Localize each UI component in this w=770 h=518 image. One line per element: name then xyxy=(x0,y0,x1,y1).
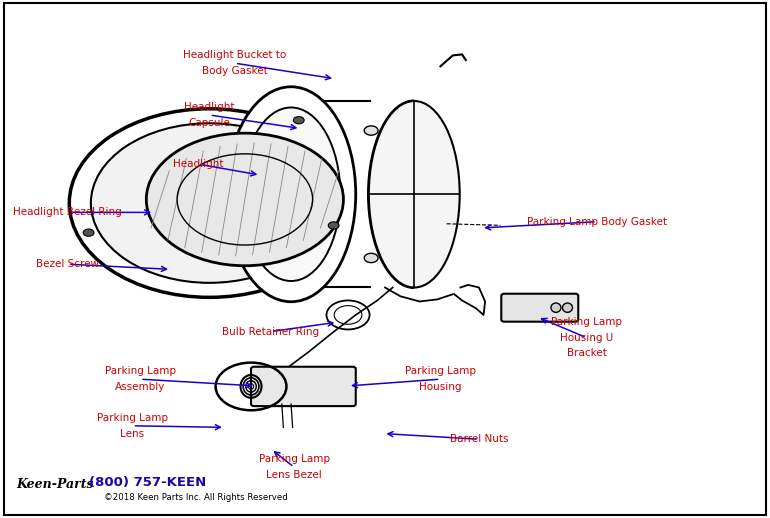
Text: Housing U: Housing U xyxy=(560,333,614,343)
Text: Headlight Bucket to: Headlight Bucket to xyxy=(183,50,286,61)
Circle shape xyxy=(69,109,350,297)
FancyBboxPatch shape xyxy=(501,294,578,322)
Text: Parking Lamp: Parking Lamp xyxy=(259,454,330,465)
Text: Bracket: Bracket xyxy=(567,348,607,358)
Text: Parking Lamp: Parking Lamp xyxy=(105,366,176,377)
Ellipse shape xyxy=(369,101,460,287)
Ellipse shape xyxy=(226,87,356,301)
Text: Barrel Nuts: Barrel Nuts xyxy=(450,434,508,444)
Text: Bulb Retainer Ring: Bulb Retainer Ring xyxy=(223,326,320,337)
Text: Parking Lamp: Parking Lamp xyxy=(97,413,168,423)
Circle shape xyxy=(328,222,339,229)
Text: Headlight Bezel Ring: Headlight Bezel Ring xyxy=(13,207,122,218)
Text: Bezel Screw: Bezel Screw xyxy=(36,259,99,269)
Circle shape xyxy=(91,123,328,283)
Text: Parking Lamp: Parking Lamp xyxy=(405,366,476,377)
Text: Parking Lamp Body Gasket: Parking Lamp Body Gasket xyxy=(527,217,667,227)
Ellipse shape xyxy=(242,108,340,281)
Text: Housing: Housing xyxy=(419,382,462,392)
Text: ©2018 Keen Parts Inc. All Rights Reserved: ©2018 Keen Parts Inc. All Rights Reserve… xyxy=(105,493,288,502)
Text: (800) 757-KEEN: (800) 757-KEEN xyxy=(89,476,206,490)
Circle shape xyxy=(146,133,343,266)
Circle shape xyxy=(293,117,304,124)
Circle shape xyxy=(364,253,378,263)
Text: Lens: Lens xyxy=(120,428,145,439)
Circle shape xyxy=(83,229,94,236)
FancyBboxPatch shape xyxy=(251,367,356,406)
Text: Headlight: Headlight xyxy=(173,159,224,169)
Text: Keen-Parts: Keen-Parts xyxy=(17,478,94,491)
Text: Parking Lamp: Parking Lamp xyxy=(551,317,622,327)
Text: Lens Bezel: Lens Bezel xyxy=(266,470,322,480)
Text: Assembly: Assembly xyxy=(115,382,166,392)
Ellipse shape xyxy=(551,303,561,312)
Text: Headlight: Headlight xyxy=(184,102,235,112)
Circle shape xyxy=(364,126,378,135)
Text: Capsule: Capsule xyxy=(189,118,230,128)
Ellipse shape xyxy=(562,303,573,312)
Text: Body Gasket: Body Gasket xyxy=(202,66,268,76)
